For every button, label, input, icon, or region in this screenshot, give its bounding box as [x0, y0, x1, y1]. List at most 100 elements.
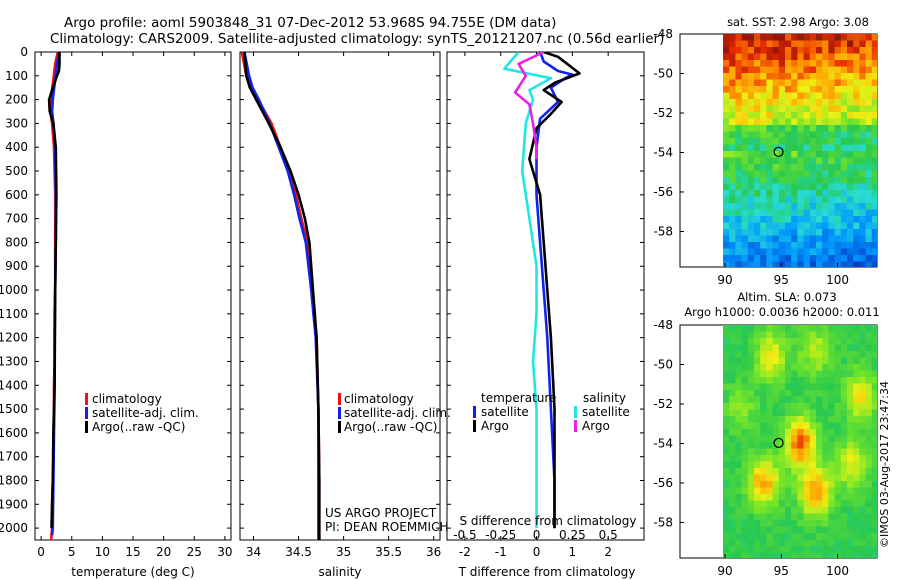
heatmap-cell: [865, 209, 873, 217]
heatmap-cell: [871, 86, 877, 94]
heatmap-cell: [809, 203, 817, 211]
heatmap-cell: [729, 435, 736, 443]
heatmap-cell: [754, 190, 761, 198]
heatmap-cell: [840, 242, 848, 250]
heatmap-cell: [735, 403, 743, 411]
heatmap-cell: [729, 396, 736, 404]
heatmap-cell: [816, 229, 823, 237]
heatmap-cell: [803, 60, 811, 68]
heatmap-cell: [741, 131, 749, 139]
heatmap-cell: [809, 435, 817, 443]
heatmap-cell: [816, 435, 823, 443]
heatmap-cell: [865, 435, 873, 443]
heatmap-cell: [853, 229, 860, 237]
heatmap-cell: [859, 481, 867, 489]
heatmap-cell: [772, 351, 780, 359]
heatmap-cell: [859, 552, 867, 558]
heatmap-cell: [809, 448, 817, 456]
heatmap-cell: [723, 325, 730, 333]
heatmap-cell: [791, 151, 798, 159]
heatmap-cell: [816, 261, 823, 267]
heatmap-cell: [754, 79, 761, 87]
heatmap-cell: [778, 494, 786, 502]
heatmap-cell: [741, 190, 749, 198]
heatmap-cell: [797, 229, 805, 237]
heatmap-cell: [747, 47, 755, 55]
heatmap-cell: [809, 338, 817, 346]
heatmap-cell: [729, 500, 736, 508]
heatmap-cell: [816, 383, 823, 391]
heatmap-cell: [760, 73, 767, 81]
heatmap-cell: [754, 416, 761, 424]
heatmap-cell: [797, 99, 805, 107]
heatmap-cell: [809, 487, 817, 495]
heatmap-cell: [785, 60, 792, 68]
heatmap-cell: [760, 229, 767, 237]
heatmap-cell: [816, 144, 823, 152]
heatmap-cell: [828, 396, 836, 404]
heatmap-cell: [828, 390, 836, 398]
heatmap-cell: [809, 403, 817, 411]
heatmap-cell: [735, 448, 743, 456]
heatmap-cell: [816, 416, 823, 424]
heatmap-cell: [859, 73, 867, 81]
heatmap-cell: [766, 66, 774, 74]
heatmap-cell: [723, 86, 730, 94]
heatmap-cell: [723, 216, 730, 224]
heatmap-cell: [816, 409, 823, 417]
heatmap-cell: [797, 429, 805, 437]
heatmap-cell: [834, 40, 842, 48]
heatmap-cell: [847, 177, 854, 185]
heatmap-cell: [847, 390, 854, 398]
heatmap-cell: [735, 40, 743, 48]
heatmap-cell: [778, 533, 786, 541]
heatmap-cell: [847, 442, 854, 450]
heatmap-cell: [791, 222, 798, 230]
heatmap-cell: [754, 34, 761, 42]
heatmap-cell: [785, 34, 792, 42]
heatmap-cell: [803, 364, 811, 372]
heatmap-cell: [766, 261, 774, 267]
heatmap-cell: [797, 390, 805, 398]
heatmap-cell: [834, 539, 842, 547]
heatmap-cell: [853, 112, 860, 120]
heatmap-cell: [797, 442, 805, 450]
heatmap-cell: [735, 177, 743, 185]
heatmap-cell: [834, 513, 842, 521]
heatmap-cell: [853, 325, 860, 333]
heatmap-cell: [723, 409, 730, 417]
heatmap-cell: [741, 383, 749, 391]
heatmap-cell: [791, 242, 798, 250]
lon-tick-label: 95: [774, 564, 789, 578]
heatmap-cell: [865, 416, 873, 424]
heatmap-cell: [853, 539, 860, 547]
heatmap-cell: [865, 66, 873, 74]
heatmap-cell: [772, 533, 780, 541]
heatmap-cell: [791, 235, 798, 243]
x-tick-label: 0: [533, 545, 541, 559]
heatmap-cell: [754, 552, 761, 558]
heatmap-cell: [859, 131, 867, 139]
difference-plot-frame: [446, 51, 645, 541]
heatmap-cell: [840, 248, 848, 256]
heatmap-cell: [741, 248, 749, 256]
legend-label-climatology: climatology: [92, 392, 162, 406]
heatmap-cell: [785, 403, 792, 411]
heatmap-cell: [766, 92, 774, 100]
heatmap-cell: [816, 500, 823, 508]
heatmap-cell: [785, 73, 792, 81]
heatmap-cell: [816, 216, 823, 224]
pi-annotation: PI: DEAN ROEMMICH: [325, 520, 448, 534]
heatmap-cell: [853, 34, 860, 42]
heatmap-cell: [822, 112, 829, 120]
heatmap-cell: [785, 481, 792, 489]
heatmap-cell: [834, 435, 842, 443]
heatmap-cell: [834, 370, 842, 378]
heatmap-cell: [778, 468, 786, 476]
heatmap-cell: [865, 487, 873, 495]
heatmap-cell: [723, 60, 730, 68]
heatmap-cell: [803, 196, 811, 204]
heatmap-cell: [754, 105, 761, 113]
heatmap-cell: [822, 60, 829, 68]
heatmap-cell: [760, 357, 767, 365]
